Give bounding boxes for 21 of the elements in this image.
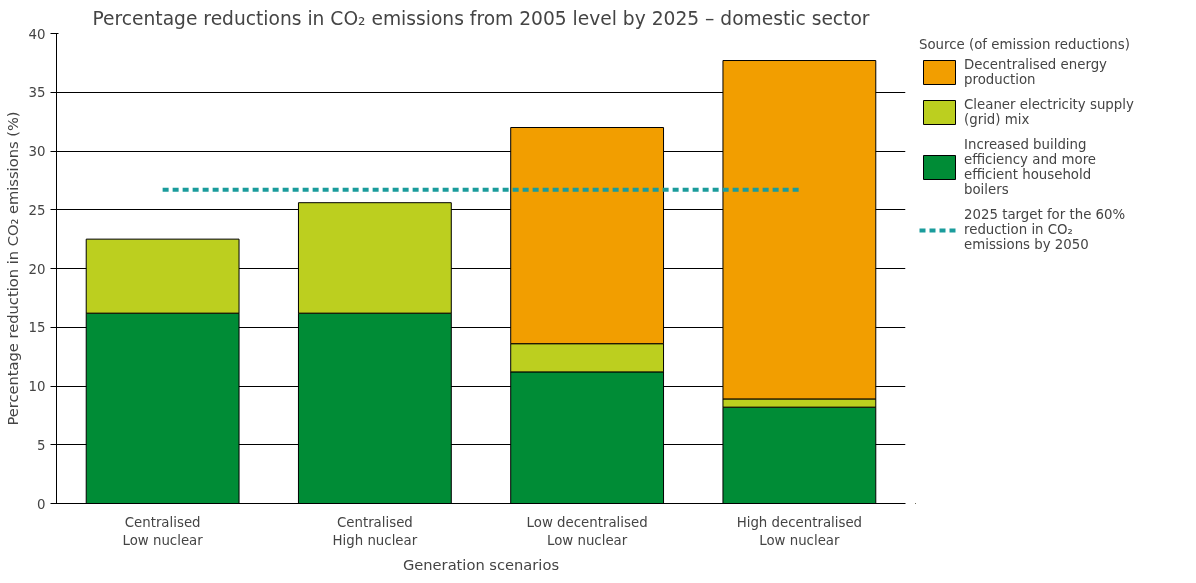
x-tick-label: Centralised High nuclear [332, 514, 418, 548]
y-tick-label: 5 [37, 437, 46, 453]
chart-title: Percentage reductions in CO₂ emissions from 2005 level by 2025 – domestic sector [92, 7, 870, 29]
legend-label: Increased building efficiency and more efficient household boilers [964, 137, 1097, 197]
x-tick-label: Low decentralised Low nuclear [526, 514, 648, 548]
legend-label: Cleaner electricity supply (grid) mix [964, 97, 1134, 127]
y-tick-label: 10 [28, 379, 46, 394]
x-axis-title: Generation scenarios [402, 555, 560, 573]
y-tick-label: 25 [28, 202, 46, 218]
y-tick-label: 0 [37, 496, 46, 512]
legend-label: Decentralised energy production [964, 57, 1107, 87]
legend-title: Source (of emission reductions) [919, 37, 1131, 52]
legend-label: 2025 target for the 60% reduction in CO₂ emissions by 2050 [964, 207, 1126, 252]
y-axis-title: Percentage reduction in CO₂ emissions (%) [3, 111, 21, 426]
y-tick-label: 20 [28, 261, 46, 277]
x-tick-label: Centralised Low nuclear [122, 514, 204, 548]
y-tick-label: 35 [28, 85, 46, 101]
x-tick-label: High decentralised Low nuclear [736, 514, 863, 548]
y-tick-label: 15 [28, 320, 46, 336]
y-tick-label: 30 [28, 144, 46, 159]
y-tick-label: 40 [28, 26, 46, 42]
